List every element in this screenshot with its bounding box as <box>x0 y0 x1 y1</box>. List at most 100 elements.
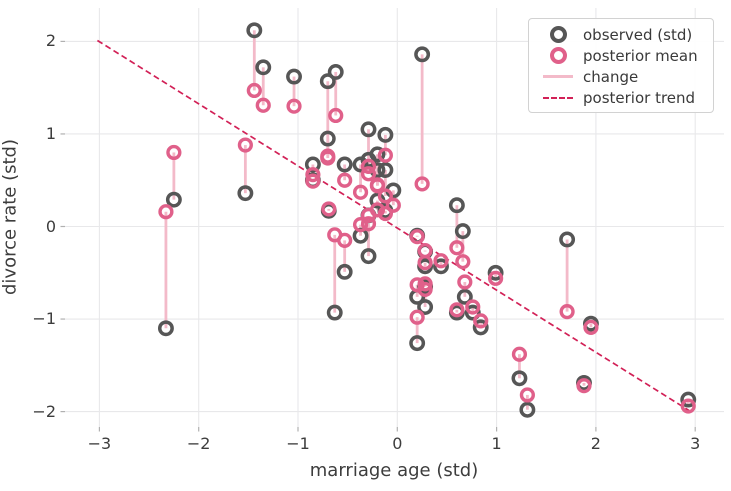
observed-point <box>414 46 431 63</box>
observed-point <box>487 264 504 281</box>
observed-point <box>165 191 182 208</box>
observed-point <box>255 59 272 76</box>
x-tick-label: 0 <box>392 434 403 453</box>
observed-point <box>433 258 449 275</box>
observed-point <box>454 223 471 240</box>
y-axis-label: divorce rate (std) <box>0 139 21 295</box>
posterior-mean-point <box>680 398 696 414</box>
posterior-mean-point <box>360 166 377 182</box>
posterior-mean-point <box>337 172 353 188</box>
posterior-mean-point <box>352 217 369 233</box>
x-tick-label: −3 <box>87 434 112 453</box>
observed-point <box>326 304 343 321</box>
observed-point <box>304 156 321 173</box>
observed-point <box>519 401 536 418</box>
posterior-mean-point <box>433 253 449 269</box>
x-tick-label: −1 <box>286 434 310 453</box>
posterior-mean-point <box>559 304 575 320</box>
posterior-mean-point <box>360 207 377 223</box>
posterior-mean-point <box>320 148 336 164</box>
posterior-mean-point <box>576 378 592 394</box>
posterior-mean-point <box>449 240 465 256</box>
change-line-icon <box>539 75 577 78</box>
observed-point <box>369 146 386 163</box>
observed-point <box>360 121 377 138</box>
posterior-mean-point <box>417 276 433 292</box>
posterior-mean-point <box>286 98 302 114</box>
legend-item-posterior-trend: posterior trend <box>539 87 705 108</box>
posterior-mean-point <box>519 387 535 403</box>
legend-item-change: change <box>539 66 705 87</box>
observed-point <box>319 73 336 90</box>
y-tick-label: −2 <box>32 401 56 421</box>
posterior-mean-point <box>457 274 473 290</box>
posterior-mean-point <box>449 302 465 318</box>
posterior-mean-point <box>158 204 174 220</box>
posterior-mean-point <box>377 188 393 204</box>
legend: observed (std) posterior mean change pos… <box>528 18 714 113</box>
posterior-mean-point <box>360 158 377 174</box>
legend-label: observed (std) <box>583 25 693 44</box>
legend-label: posterior trend <box>583 88 696 107</box>
posterior-mean-point <box>237 137 253 153</box>
posterior-mean-point <box>511 346 528 362</box>
posterior-mean-point <box>377 205 393 222</box>
x-tick-label: 1 <box>491 434 502 453</box>
observed-point <box>327 63 344 80</box>
observed-point <box>336 263 353 280</box>
observed-point <box>319 130 336 147</box>
posterior-mean-point <box>305 173 321 189</box>
posterior-mean-point <box>327 227 343 243</box>
posterior-mean-point <box>352 184 369 200</box>
posterior-mean-point <box>385 197 401 213</box>
posterior-mean-point <box>465 299 481 315</box>
y-tick-label: 1 <box>45 123 56 143</box>
observed-point <box>377 126 394 143</box>
trend-line-icon <box>539 96 577 99</box>
observed-point <box>409 335 426 352</box>
posterior-mean-point <box>417 254 433 271</box>
observed-point <box>448 197 465 214</box>
legend-label: posterior mean <box>583 46 698 65</box>
x-tick-label: 3 <box>690 434 701 453</box>
x-tick-label: −2 <box>186 434 211 453</box>
observed-point <box>377 162 394 178</box>
observed-point <box>237 185 254 202</box>
posterior-mean-point <box>488 270 504 286</box>
posterior-mean-point <box>255 97 271 113</box>
observed-point <box>472 319 489 336</box>
observed-point <box>417 299 434 315</box>
legend-item-observed: observed (std) <box>539 24 705 45</box>
posterior-mean-point <box>360 216 377 232</box>
observed-point <box>157 320 174 337</box>
posterior-mean-point <box>369 177 386 193</box>
posterior-mean-point <box>166 144 182 161</box>
observed-point <box>559 231 576 248</box>
posterior-mean-point <box>455 254 471 270</box>
legend-label: change <box>583 67 639 86</box>
observed-point <box>352 156 369 173</box>
y-tick-label: −1 <box>32 309 56 329</box>
legend-item-posterior-mean: posterior mean <box>539 45 705 66</box>
y-tick-label: 0 <box>45 216 56 236</box>
observed-marker-icon <box>539 26 577 43</box>
posterior-mean-point <box>377 147 393 163</box>
posterior-mean-point <box>409 277 425 293</box>
observed-point <box>511 370 528 387</box>
observed-point <box>464 304 481 321</box>
y-tick-label: 2 <box>45 31 56 51</box>
posterior-mean-point <box>583 319 599 335</box>
observed-point <box>336 156 353 173</box>
observed-point <box>360 248 377 265</box>
posterior-mean-point <box>409 229 425 245</box>
posterior-marker-icon <box>539 47 577 64</box>
posterior-trend-line <box>96 39 693 414</box>
posterior-mean-point <box>246 82 262 99</box>
observed-point <box>680 391 697 408</box>
x-tick-label: 2 <box>590 434 601 453</box>
posterior-mean-point <box>473 313 489 329</box>
posterior-mean-point <box>305 167 321 183</box>
x-axis-label: marriage age (std) <box>309 460 479 481</box>
posterior-mean-point <box>321 201 337 217</box>
